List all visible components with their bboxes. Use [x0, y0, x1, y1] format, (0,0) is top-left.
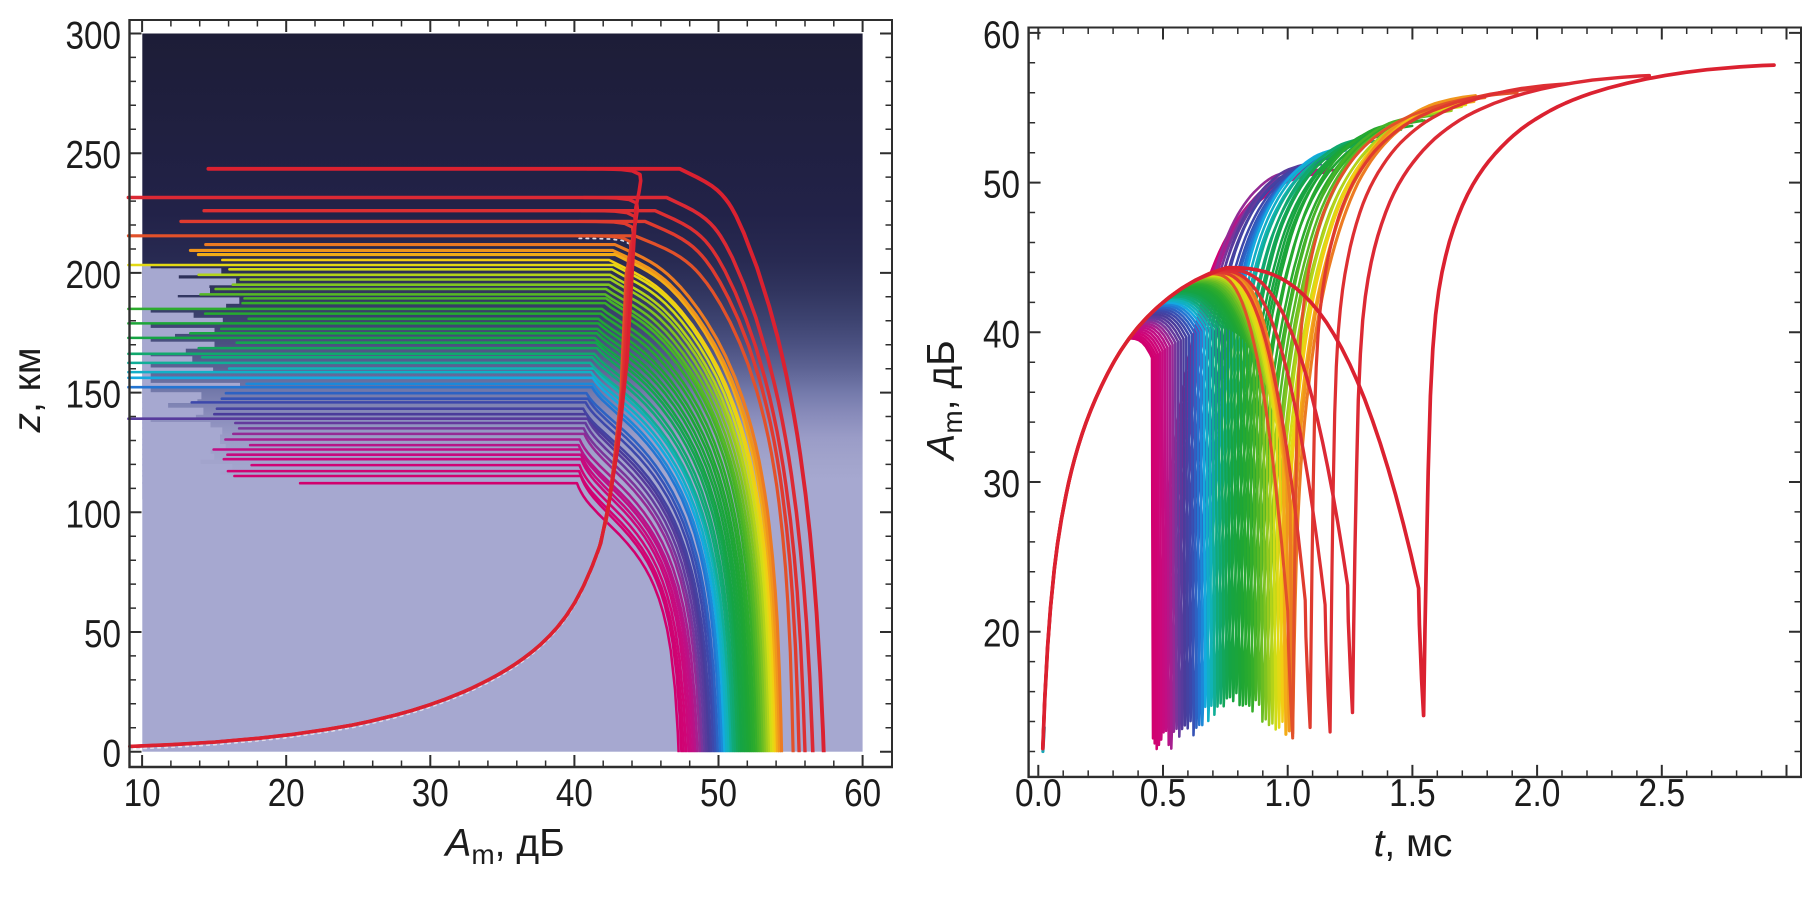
svg-text:200: 200 [66, 254, 122, 297]
svg-text:10: 10 [124, 772, 161, 815]
svg-text:40: 40 [983, 313, 1020, 356]
svg-text:20: 20 [983, 613, 1020, 656]
svg-text:30: 30 [412, 772, 449, 815]
svg-text:1.0: 1.0 [1264, 772, 1311, 815]
svg-text:60: 60 [844, 772, 881, 815]
svg-text:1.5: 1.5 [1389, 772, 1436, 815]
svg-text:40: 40 [556, 772, 593, 815]
svg-text:2.5: 2.5 [1639, 772, 1686, 815]
svg-text:z, км: z, км [6, 347, 49, 433]
svg-text:2.0: 2.0 [1514, 772, 1561, 815]
svg-text:0.0: 0.0 [1015, 772, 1062, 815]
svg-text:20: 20 [268, 772, 305, 815]
svg-text:30: 30 [983, 463, 1020, 506]
svg-text:t, мс: t, мс [1374, 822, 1453, 865]
svg-text:0: 0 [103, 733, 122, 776]
svg-text:150: 150 [66, 374, 122, 417]
svg-text:Am, дБ: Am, дБ [443, 822, 564, 870]
svg-text:60: 60 [983, 14, 1020, 57]
svg-text:300: 300 [66, 15, 122, 58]
svg-text:Am, дБ: Am, дБ [920, 340, 968, 461]
svg-text:50: 50 [700, 772, 737, 815]
svg-text:50: 50 [84, 613, 121, 656]
svg-text:50: 50 [983, 164, 1020, 207]
svg-text:0.5: 0.5 [1140, 772, 1187, 815]
svg-text:100: 100 [66, 493, 122, 536]
svg-text:250: 250 [66, 134, 122, 177]
